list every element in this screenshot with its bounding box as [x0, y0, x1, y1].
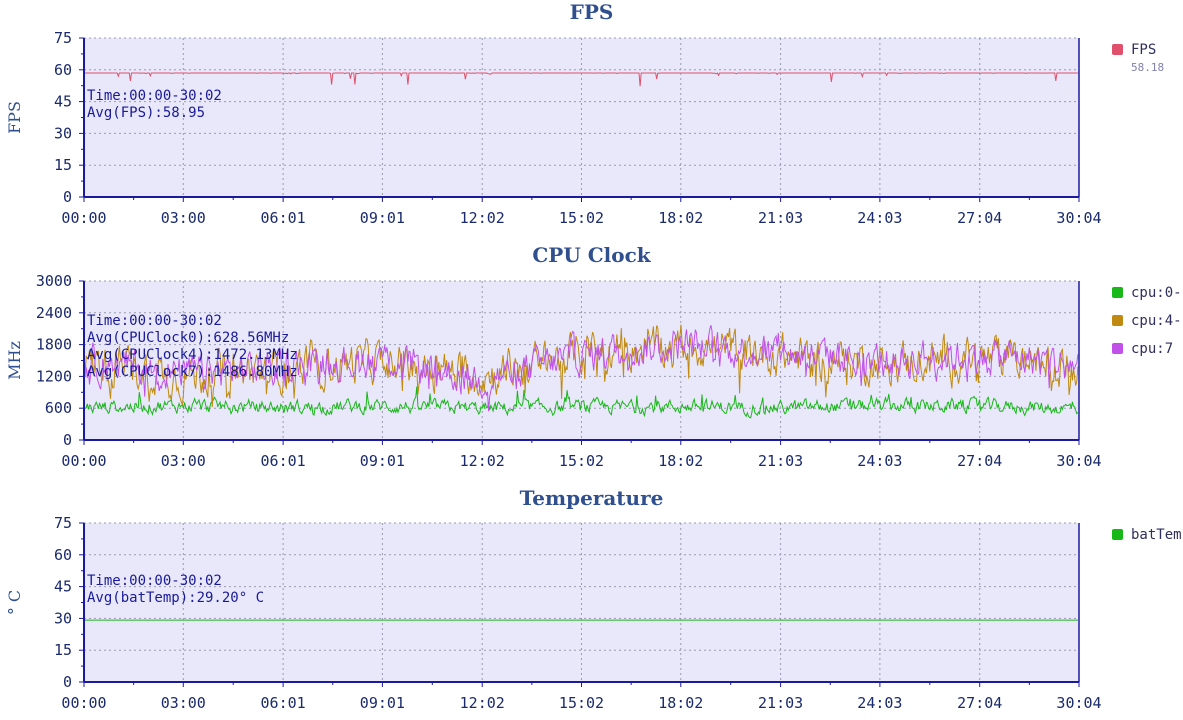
x-tick-label: 12:02: [460, 209, 505, 227]
series-line-FPS: [84, 72, 1078, 87]
x-tick-label: 15:02: [559, 452, 604, 470]
x-tick-label: 06:01: [261, 694, 306, 712]
y-tick-label: 0: [63, 188, 72, 206]
x-tick-label: 03:00: [161, 452, 206, 470]
annotation-line: Avg(CPUClock4):1472.13MHz: [87, 347, 298, 363]
annotation-line: Time:00:00-30:02: [87, 88, 222, 104]
legend-swatch: [1112, 343, 1123, 354]
x-tick-label: 27:04: [957, 452, 1002, 470]
series-line-cpu0: [83, 386, 1079, 419]
x-tick-label: 09:01: [360, 452, 405, 470]
x-tick-label: 18:02: [658, 452, 703, 470]
series-line-cpu7: [83, 325, 1079, 412]
x-tick-label: 21:03: [758, 209, 803, 227]
x-tick-label: 30:04: [1056, 694, 1101, 712]
y-tick-label: 1200: [36, 367, 72, 385]
x-tick-label: 09:01: [360, 209, 405, 227]
chart-1: CPU Clock cpu:0- cpu:4- cpu:7 0 600 1200 1800 24…: [5, 243, 1182, 470]
y-axis-label: MHz: [5, 341, 24, 380]
y-axis-label: ° C: [5, 590, 24, 615]
x-tick-label: 12:02: [460, 694, 505, 712]
legend-label: FPS: [1131, 42, 1156, 58]
chart-title: CPU Clock: [532, 243, 651, 267]
x-tick-label: 21:03: [758, 694, 803, 712]
x-tick-label: 30:04: [1056, 209, 1101, 227]
y-tick-label: 15: [54, 641, 72, 659]
annotation-line: Avg(CPUClock7):1486.80MHz: [87, 364, 298, 380]
legend-swatch: [1112, 315, 1123, 326]
y-tick-label: 45: [54, 578, 72, 596]
x-tick-label: 18:02: [658, 694, 703, 712]
y-tick-label: 45: [54, 93, 72, 111]
annotation-line: Time:00:00-30:02: [87, 573, 222, 589]
y-tick-label: 75: [54, 514, 72, 532]
legend-label: cpu:4-: [1131, 313, 1182, 329]
x-tick-label: 06:01: [261, 209, 306, 227]
chart-title: FPS: [570, 0, 614, 24]
legend-label: cpu:0-: [1131, 285, 1182, 301]
annotation-line: Time:00:00-30:02: [87, 313, 222, 329]
legend-value: 58.18: [1131, 61, 1164, 74]
annotation-line: Avg(batTemp):29.20° C: [87, 590, 264, 606]
x-tick-label: 24:03: [857, 452, 902, 470]
series-line-cpu4: [83, 324, 1079, 408]
y-tick-label: 0: [63, 673, 72, 691]
x-tick-label: 03:00: [161, 694, 206, 712]
x-tick-label: 15:02: [559, 694, 604, 712]
y-tick-label: 60: [54, 546, 72, 564]
x-tick-label: 24:03: [857, 694, 902, 712]
legend-label: cpu:7: [1131, 341, 1173, 357]
y-tick-label: 30: [54, 124, 72, 142]
chart-title: Temperature: [520, 486, 664, 510]
x-tick-label: 12:02: [460, 452, 505, 470]
legend-swatch: [1112, 287, 1123, 298]
x-tick-label: 03:00: [161, 209, 206, 227]
legend-label: batTem: [1131, 527, 1182, 543]
x-tick-label: 15:02: [559, 209, 604, 227]
x-tick-label: 18:02: [658, 209, 703, 227]
x-tick-label: 27:04: [957, 209, 1002, 227]
annotation-line: Avg(CPUClock0):628.56MHz: [87, 330, 289, 346]
annotation-line: Avg(FPS):58.95: [87, 105, 205, 121]
x-tick-label: 00:00: [61, 694, 106, 712]
y-tick-label: 2400: [36, 304, 72, 322]
y-tick-label: 0: [63, 431, 72, 449]
legend-swatch: [1112, 44, 1123, 55]
y-tick-label: 1800: [36, 336, 72, 354]
x-tick-label: 30:04: [1056, 452, 1101, 470]
x-tick-label: 00:00: [61, 452, 106, 470]
y-tick-label: 600: [45, 399, 72, 417]
y-tick-label: 60: [54, 61, 72, 79]
y-tick-label: 75: [54, 29, 72, 47]
x-tick-label: 09:01: [360, 694, 405, 712]
legend-swatch: [1112, 529, 1123, 540]
chart-2: Temperature batTem 0 15 30 45 60 75 00:00 03:00 06…: [5, 486, 1182, 712]
x-tick-label: 21:03: [758, 452, 803, 470]
y-tick-label: 30: [54, 609, 72, 627]
x-tick-label: 27:04: [957, 694, 1002, 712]
y-tick-label: 3000: [36, 272, 72, 290]
x-tick-label: 00:00: [61, 209, 106, 227]
chart-0: FPS FPS 58.18 0 15 30 45 60 75 00:00 03:00 06:01 09:…: [5, 0, 1164, 227]
x-tick-label: 06:01: [261, 452, 306, 470]
x-tick-label: 24:03: [857, 209, 902, 227]
y-axis-label: FPS: [5, 101, 24, 134]
y-tick-label: 15: [54, 156, 72, 174]
